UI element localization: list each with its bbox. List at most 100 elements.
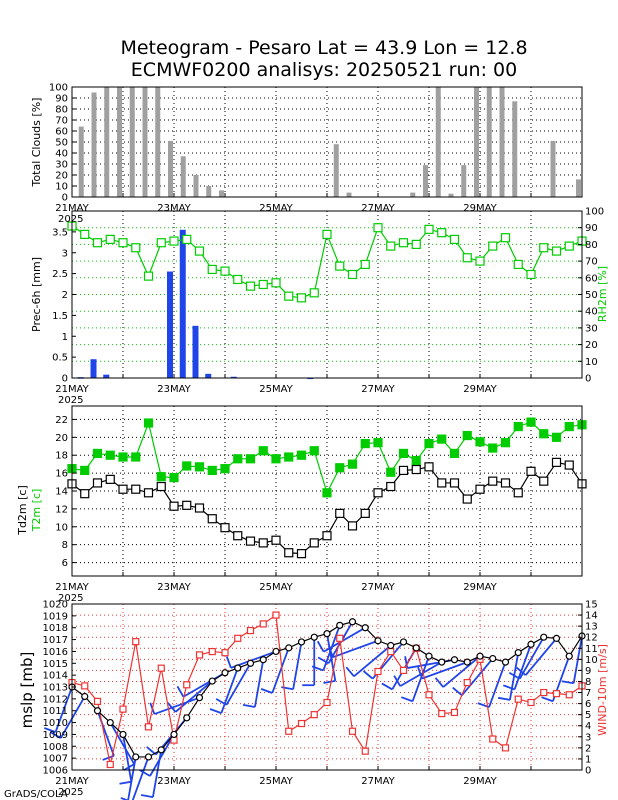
wind-y-tick: 13 <box>585 622 598 633</box>
mslp-y-tick: 1013 <box>43 683 68 694</box>
temp-y-tick: 22 <box>55 415 68 426</box>
wind-point <box>514 695 522 703</box>
t2m-point <box>564 421 574 432</box>
rh-point <box>539 243 549 253</box>
wind-point <box>195 651 204 659</box>
td2m-point <box>309 538 319 548</box>
cloud-y-tick: 20 <box>55 171 68 182</box>
wind-point <box>565 691 573 699</box>
wind-barb <box>353 644 392 678</box>
mslp-y-tick: 1016 <box>43 647 68 658</box>
t2m-point <box>398 448 409 459</box>
mslp-point <box>412 644 420 652</box>
td2m-y-label: Td2m [c] <box>16 485 29 536</box>
wind-barb-flag <box>381 682 393 691</box>
cloud-bar <box>346 192 352 197</box>
wind-point <box>489 735 497 743</box>
cloud-bar <box>142 87 148 197</box>
cloud-y-label: Total Clouds [%] <box>30 98 43 188</box>
mslp-y-tick: 1010 <box>43 718 68 729</box>
rh-y-tick: 100 <box>585 207 604 218</box>
mslp-point <box>476 652 484 660</box>
td2m-point <box>398 465 409 476</box>
mslp-point <box>514 649 522 657</box>
rh-y-tick: 40 <box>585 307 598 318</box>
mslp-point <box>246 659 255 667</box>
wind-y-tick: 10 <box>585 655 598 666</box>
rh-point <box>475 256 485 266</box>
wind-y-tick: 8 <box>585 677 591 688</box>
wind-barb <box>271 647 290 694</box>
rh-y-tick: 90 <box>585 223 598 234</box>
temp-y-tick: 12 <box>55 504 68 515</box>
rh-point <box>551 246 562 256</box>
wind-point <box>157 664 165 672</box>
x-tick-label: 29MAY <box>463 776 497 787</box>
x-tick-label: 23MAY <box>157 776 191 787</box>
x-tick-label: 29MAY <box>463 203 497 214</box>
x-tick-label: 21MAY <box>55 384 89 395</box>
rh-y-tick: 20 <box>585 340 598 351</box>
precip-y-tick: 3 <box>62 248 68 259</box>
t2m-point <box>296 450 307 460</box>
wind-barb-flag <box>49 731 62 739</box>
mslp-point <box>234 664 242 672</box>
rh-point <box>296 293 307 303</box>
wind-point <box>81 682 89 690</box>
cloud-bar <box>333 144 339 197</box>
cloud-bar <box>461 165 467 197</box>
t2m-point <box>182 461 192 471</box>
x-year-label: 2025 <box>58 395 83 406</box>
wind-barb-flag <box>327 645 334 658</box>
wind-barb-flag <box>120 797 130 800</box>
x-tick-label: 29MAY <box>463 582 497 593</box>
td2m-point <box>360 508 370 518</box>
t2m-point <box>360 438 370 449</box>
td2m-point <box>335 508 345 518</box>
wind-point <box>259 620 267 628</box>
temp-y-tick: 8 <box>62 540 68 551</box>
rh-point <box>437 228 447 238</box>
x-tick-label: 21MAY <box>55 776 89 787</box>
wind-point <box>221 649 229 657</box>
wind-y-tick: 2 <box>585 743 591 754</box>
precip-y-tick: 3.5 <box>52 227 68 238</box>
wind-y-label: WIND-10m [m/s] <box>596 644 609 736</box>
t2m-point <box>92 448 103 459</box>
wind-barb <box>225 662 252 706</box>
x-tick-label: 25MAY <box>259 203 293 214</box>
wind-y-tick: 0 <box>585 766 591 777</box>
x-tick-label: 27MAY <box>361 776 395 787</box>
td2m-point <box>513 488 523 498</box>
wind-barb <box>59 696 86 739</box>
t2m-point <box>105 450 115 460</box>
td2m-point <box>386 481 396 492</box>
cloud-bar <box>180 156 186 197</box>
mslp-point <box>119 730 127 739</box>
mslp-y-tick: 1020 <box>43 600 68 611</box>
t2m-point <box>284 452 294 462</box>
wind-point <box>119 705 127 713</box>
rh-point <box>245 281 256 291</box>
td2m-point <box>169 501 179 511</box>
wind-point <box>106 760 114 769</box>
mslp-point <box>259 656 267 664</box>
td2m-point <box>105 474 115 484</box>
rh-point <box>386 241 396 251</box>
mslp-point <box>438 658 446 666</box>
precip-bar <box>167 271 173 378</box>
wind-point <box>272 611 280 619</box>
wind-y-tick: 12 <box>585 633 598 644</box>
td2m-point <box>539 476 549 486</box>
wind-barb <box>54 686 73 733</box>
mslp-point <box>336 621 344 629</box>
td2m-point <box>245 536 256 546</box>
cloud-bar <box>576 179 581 197</box>
td2m-point <box>462 494 472 504</box>
mslp-y-tick: 1011 <box>43 706 68 717</box>
chart-title-line1: Meteogram - Pesaro Lat = 43.9 Lon = 12.8 <box>120 37 527 59</box>
wind-barb <box>323 626 366 653</box>
frames-layer <box>71 86 583 771</box>
wind-point <box>552 690 561 698</box>
